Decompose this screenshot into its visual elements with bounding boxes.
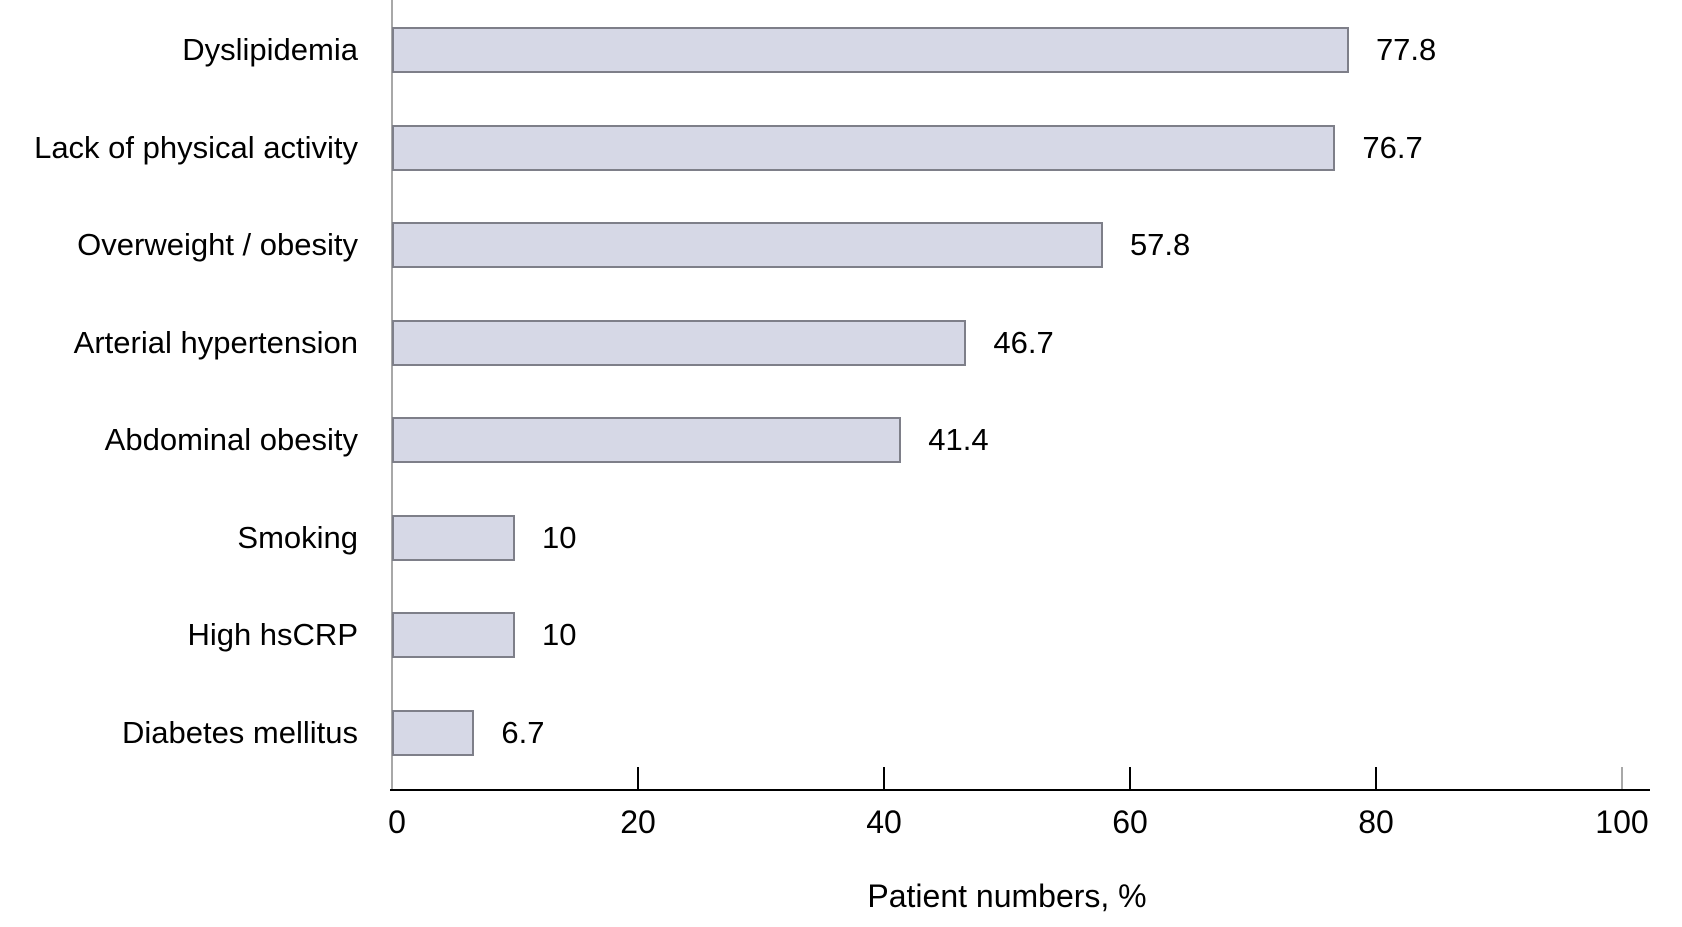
tick-label: 60 — [1112, 804, 1148, 840]
tick-label: 80 — [1358, 804, 1394, 840]
tick-label: 20 — [620, 804, 656, 840]
value-label: 10 — [542, 519, 577, 555]
category-label: High hsCRP — [187, 617, 358, 652]
value-label: 41.4 — [928, 422, 989, 457]
bar — [392, 514, 515, 561]
x-axis-line — [390, 789, 1650, 791]
tick-label: 0 — [388, 804, 406, 840]
value-label: 76.7 — [1362, 129, 1423, 165]
category-label: Smoking — [237, 519, 358, 555]
bar — [392, 27, 1349, 73]
category-label: Arterial hypertension — [73, 324, 358, 360]
axis-tick — [1621, 767, 1623, 789]
value-label: 6.7 — [501, 714, 545, 750]
bar — [392, 124, 1336, 171]
bar — [392, 709, 475, 756]
bar — [392, 612, 515, 658]
bar — [392, 222, 1103, 268]
value-label: 77.8 — [1375, 32, 1437, 67]
axis-tick — [637, 767, 639, 789]
category-label: Dyslipidemia — [182, 32, 358, 67]
axis-tick — [1129, 767, 1131, 789]
tick-label: 40 — [866, 804, 902, 840]
category-label: Overweight / obesity — [77, 227, 358, 262]
tick-label: 100 — [1595, 804, 1649, 840]
axis-tick — [883, 767, 885, 789]
value-label: 46.7 — [993, 324, 1054, 360]
value-label: 10 — [542, 617, 577, 652]
x-axis-title: Patient numbers, % — [867, 878, 1147, 914]
y-axis-line — [391, 0, 393, 789]
category-label: Abdominal obesity — [104, 422, 358, 457]
axis-tick — [1375, 767, 1377, 789]
category-label: Diabetes mellitus — [121, 714, 358, 750]
bar — [392, 319, 967, 366]
category-label: Lack of physical activity — [34, 129, 358, 165]
bar — [392, 417, 902, 463]
value-label: 57.8 — [1129, 227, 1191, 262]
